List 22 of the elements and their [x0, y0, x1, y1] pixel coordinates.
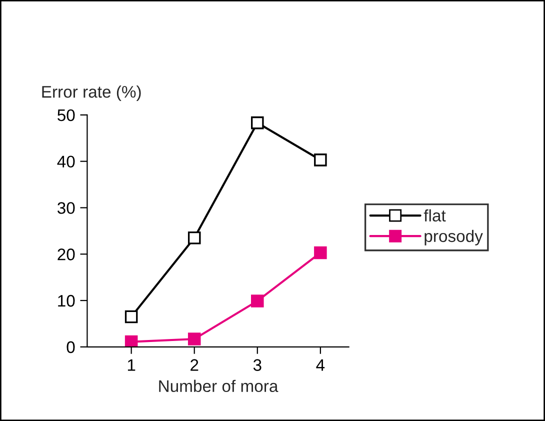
legend-label: flat	[424, 209, 446, 222]
point	[188, 332, 201, 346]
point	[251, 294, 264, 308]
y-tick-label: 40	[57, 156, 75, 168]
point	[314, 246, 327, 260]
legend-label: prosody	[424, 230, 483, 246]
x-tick-label: 3	[253, 359, 262, 371]
point	[314, 154, 327, 166]
point	[188, 231, 201, 244]
point	[124, 310, 138, 324]
y-tick-label: 10	[58, 294, 75, 307]
x-axis-title: Number of mora	[159, 380, 278, 392]
point	[251, 116, 264, 130]
x-tick-label: 4	[316, 359, 325, 371]
y-tick-label: 50	[58, 109, 75, 122]
point	[124, 335, 138, 347]
y-axis-title: Error rate (%)	[42, 86, 141, 102]
x-tick-label: 2	[190, 359, 198, 371]
y-tick-label: 20	[58, 248, 75, 260]
y-tick-label: 0	[66, 341, 75, 354]
x-tick-label: 1	[128, 359, 136, 371]
y-tick-label: 30	[57, 202, 75, 214]
